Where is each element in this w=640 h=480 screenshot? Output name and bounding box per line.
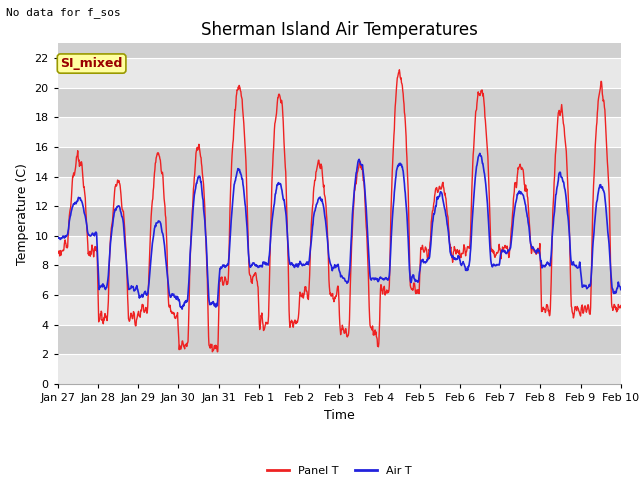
Text: SI_mixed: SI_mixed xyxy=(60,57,123,70)
Bar xyxy=(58,206,621,236)
X-axis label: Time: Time xyxy=(324,408,355,421)
Bar xyxy=(58,265,621,295)
Bar xyxy=(58,325,621,354)
Title: Sherman Island Air Temperatures: Sherman Island Air Temperatures xyxy=(201,21,477,39)
Text: No data for f_sos: No data for f_sos xyxy=(6,7,121,18)
Bar xyxy=(58,147,621,177)
Legend: Panel T, Air T: Panel T, Air T xyxy=(262,462,416,480)
Bar xyxy=(58,28,621,58)
Y-axis label: Temperature (C): Temperature (C) xyxy=(16,163,29,264)
Bar xyxy=(58,88,621,117)
